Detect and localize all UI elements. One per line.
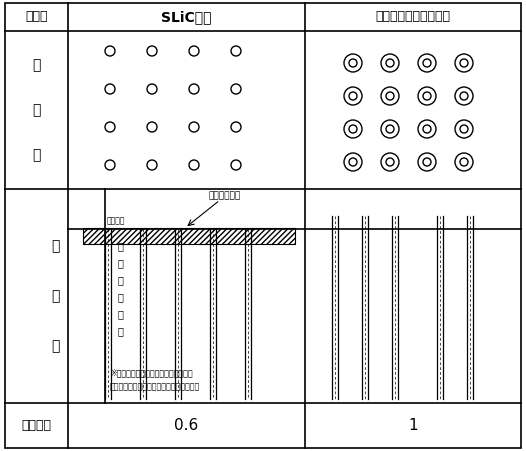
Text: 不飽和層: 不飽和層 [107, 216, 126, 226]
Text: 液: 液 [117, 241, 123, 251]
Text: 断: 断 [51, 239, 59, 253]
Text: 面: 面 [32, 103, 41, 117]
Text: 1: 1 [408, 418, 418, 433]
Text: ※浅層混合処理を実施しない場合には: ※浅層混合処理を実施しない場合には [110, 368, 193, 377]
Text: SLiC工法: SLiC工法 [161, 10, 212, 24]
Text: 浅層混合処理: 浅層混合処理 [209, 191, 241, 200]
Text: 図: 図 [32, 58, 41, 72]
Text: 象: 象 [117, 309, 123, 319]
Text: 平: 平 [32, 148, 41, 162]
Text: 状: 状 [117, 258, 123, 268]
Text: 舗装路盤のみで対応する場合もあります。: 舗装路盤のみで対応する場合もあります。 [110, 382, 200, 391]
Text: 0.6: 0.6 [175, 418, 199, 433]
Text: 工費比較: 工費比較 [22, 419, 52, 432]
Text: 図: 図 [51, 339, 59, 353]
Text: 対: 対 [117, 292, 123, 302]
Bar [83, 228, 295, 244]
Text: 層: 層 [117, 326, 123, 336]
Text: 化: 化 [117, 275, 123, 285]
Text: 面: 面 [51, 289, 59, 303]
Text: 従来の液状化対策工法: 従来の液状化対策工法 [376, 10, 450, 23]
Text: 工法名: 工法名 [25, 10, 48, 23]
